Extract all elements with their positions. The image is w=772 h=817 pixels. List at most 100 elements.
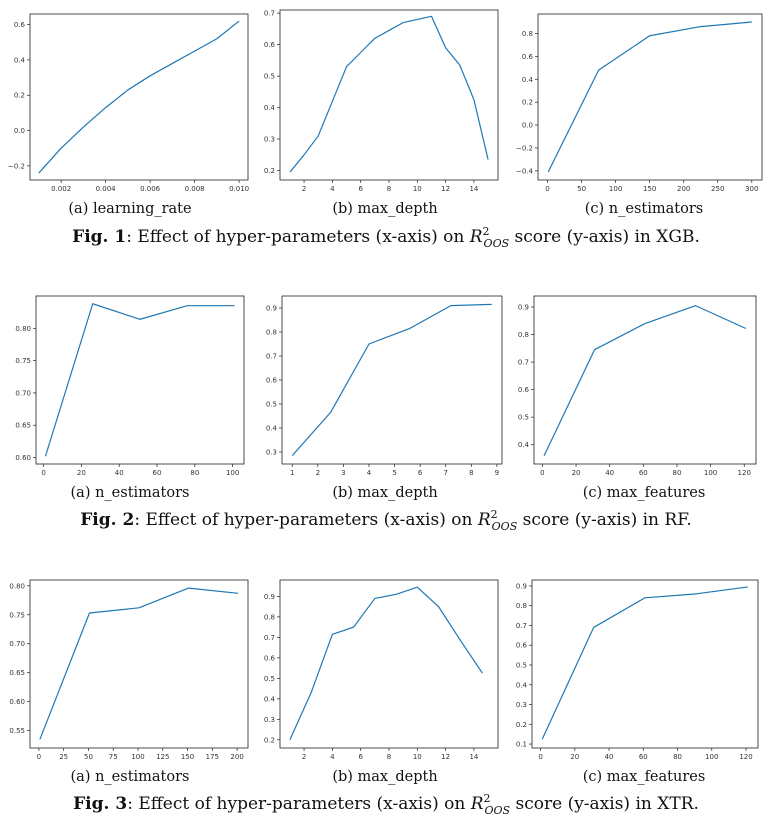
x-tick-label: 80 bbox=[190, 469, 199, 477]
x-tick-label: 5 bbox=[392, 469, 396, 477]
figure-caption: Fig. 1: Effect of hyper-parameters (x-ax… bbox=[72, 225, 700, 250]
x-tick-label: 0 bbox=[540, 469, 544, 477]
series-line bbox=[44, 303, 235, 457]
y-tick-label: −0.4 bbox=[516, 167, 534, 175]
x-tick-label: 10 bbox=[413, 185, 422, 193]
y-tick-label: 0.2 bbox=[264, 736, 275, 744]
y-tick-label: 0.5 bbox=[264, 73, 275, 81]
y-tick-label: 0.6 bbox=[266, 377, 278, 385]
series-line bbox=[39, 587, 239, 740]
subcaption: (a) n_estimators bbox=[71, 769, 190, 785]
chart-rf-n-estimators: 0 20 40 60 80 100 0.60 0.65 0.70 0.75 0.80 bbox=[15, 295, 245, 477]
y-tick-label: 0.60 bbox=[15, 454, 31, 462]
x-tick-label: 100 bbox=[131, 753, 144, 761]
y-tick-label: 0.6 bbox=[264, 654, 276, 662]
x-tick-label: 100 bbox=[609, 185, 622, 193]
x-tick-label: 60 bbox=[639, 753, 648, 761]
x-tick-label: 40 bbox=[605, 469, 614, 477]
subcaption: (c) max_features bbox=[583, 485, 706, 501]
x-tick-label: 8 bbox=[387, 185, 391, 193]
y-tick-label: −0.2 bbox=[516, 144, 533, 152]
math-r: R bbox=[477, 510, 491, 530]
y-tick-label: 0.4 bbox=[14, 56, 26, 64]
x-tick-label: 1 bbox=[290, 469, 294, 477]
series-line bbox=[38, 20, 240, 174]
plot-frame bbox=[35, 295, 245, 465]
subcaption: (a) learning_rate bbox=[68, 201, 191, 217]
x-tick-label: 12 bbox=[441, 753, 450, 761]
y-tick-label: −0.2 bbox=[8, 162, 25, 170]
y-tick-label: 0.3 bbox=[516, 701, 527, 709]
y-tick-label: 0.6 bbox=[522, 53, 534, 61]
x-tick-label: 0.010 bbox=[229, 185, 249, 193]
series-line bbox=[547, 21, 752, 173]
plot-frame bbox=[531, 579, 759, 749]
y-tick-label: 0.6 bbox=[14, 21, 26, 29]
y-tick-label: 0.5 bbox=[264, 675, 275, 683]
chart-xtr-n-estimators: 0 25 50 75 100 125 150 175 200 0.55 0.60 0.65 0.70 0.… bbox=[9, 579, 249, 761]
caption-text: : Effect of hyper-parameters (x-axis) on bbox=[134, 510, 478, 530]
caption-text: : Effect of hyper-parameters (x-axis) on bbox=[126, 227, 470, 247]
series-line bbox=[541, 586, 748, 740]
x-tick-label: 150 bbox=[181, 753, 194, 761]
y-tick-label: 0.7 bbox=[516, 622, 527, 630]
subcaption: (a) n_estimators bbox=[71, 485, 190, 501]
y-tick-label: 0.7 bbox=[264, 10, 275, 18]
x-tick-label: 60 bbox=[153, 469, 162, 477]
plot-frame bbox=[537, 13, 763, 181]
chart-xtr-max-features: 0 20 40 60 80 100 120 0.1 0.2 0.3 0.4 0.5 0.6 0.7 0.8 0… bbox=[516, 579, 759, 761]
series-line bbox=[543, 305, 747, 456]
x-tick-label: 4 bbox=[330, 185, 335, 193]
y-tick-label: 0.75 bbox=[15, 357, 31, 365]
x-tick-label: 2 bbox=[302, 753, 306, 761]
plot-frame bbox=[281, 295, 503, 465]
series-line bbox=[291, 303, 492, 456]
caption-text: score (y-axis) in XGB. bbox=[509, 227, 700, 247]
y-tick-label: 0.4 bbox=[522, 76, 534, 84]
x-tick-label: 10 bbox=[413, 753, 422, 761]
figure-caption: Fig. 2: Effect of hyper-parameters (x-ax… bbox=[80, 508, 692, 533]
x-tick-label: 6 bbox=[418, 469, 423, 477]
y-tick-label: 0.80 bbox=[15, 325, 31, 333]
y-tick-label: 0.6 bbox=[264, 41, 276, 49]
x-tick-label: 6 bbox=[358, 753, 363, 761]
x-tick-label: 125 bbox=[156, 753, 169, 761]
subcaption: (c) n_estimators bbox=[585, 201, 703, 217]
y-tick-label: 0.5 bbox=[266, 401, 277, 409]
y-tick-label: 0.70 bbox=[9, 640, 25, 648]
x-tick-label: 14 bbox=[469, 185, 478, 193]
y-tick-label: 0.3 bbox=[266, 449, 277, 457]
plot-frame bbox=[29, 579, 249, 749]
y-tick-label: 0.6 bbox=[516, 642, 528, 650]
subcaption: (c) max_features bbox=[583, 769, 706, 785]
figure-1: 0.002 0.004 0.006 0.008 0.010−0.20.00.20.40.… bbox=[8, 9, 763, 250]
x-tick-label: 20 bbox=[572, 469, 581, 477]
y-tick-label: 0.8 bbox=[266, 329, 277, 337]
x-tick-label: 200 bbox=[230, 753, 243, 761]
subcaption: (b) max_depth bbox=[332, 485, 437, 501]
y-tick-label: 0.2 bbox=[14, 92, 25, 100]
y-tick-label: 0.2 bbox=[522, 99, 533, 107]
x-tick-label: 8 bbox=[469, 469, 473, 477]
y-tick-label: 0.55 bbox=[9, 727, 25, 735]
caption-text: score (y-axis) in XTR. bbox=[510, 794, 699, 814]
x-tick-label: 0 bbox=[538, 753, 542, 761]
x-tick-label: 20 bbox=[77, 469, 86, 477]
y-tick-label: 0.3 bbox=[264, 136, 275, 144]
x-tick-label: 2 bbox=[302, 185, 306, 193]
x-tick-label: 4 bbox=[330, 753, 335, 761]
math-r: R bbox=[469, 227, 483, 247]
y-tick-label: 0.65 bbox=[15, 422, 31, 430]
y-tick-label: 0.8 bbox=[264, 613, 275, 621]
figure-label: Fig. 1 bbox=[72, 227, 126, 247]
x-tick-label: 60 bbox=[639, 469, 648, 477]
subcaption: (b) max_depth bbox=[332, 201, 437, 217]
chart-xgb-learning-rate: 0.002 0.004 0.006 0.008 0.010 −0.2 0.0 0.2 0.4 0.… bbox=[8, 13, 249, 193]
x-tick-label: 50 bbox=[577, 185, 586, 193]
x-tick-label: 50 bbox=[84, 753, 93, 761]
x-tick-label: 25 bbox=[59, 753, 68, 761]
x-tick-label: 120 bbox=[738, 469, 751, 477]
plot-frame bbox=[29, 13, 249, 181]
y-tick-label: 0.7 bbox=[264, 634, 275, 642]
